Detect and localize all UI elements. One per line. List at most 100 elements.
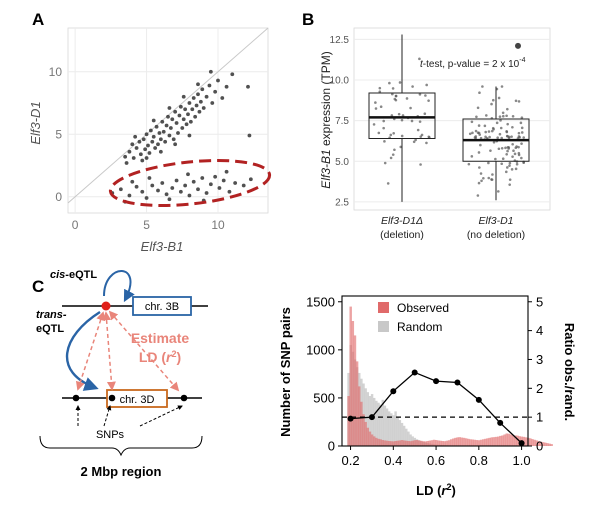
observed-bar xyxy=(392,441,395,446)
boxplot-y-tick-labels: 12.5 10.0 7.5 5.0 2.5 xyxy=(330,35,350,209)
histogram-frame xyxy=(341,295,529,447)
scatter-point xyxy=(193,114,198,119)
scatter-point xyxy=(134,146,139,150)
scatter-point xyxy=(186,112,190,117)
boxplot-jitter-point xyxy=(496,190,500,193)
boxplot-jitter-point xyxy=(517,135,521,138)
boxplot-jitter-point xyxy=(467,162,471,166)
boxplot-jitter-point xyxy=(505,166,509,169)
boxplot-jitter-point xyxy=(487,176,491,180)
scatter-point xyxy=(183,183,188,188)
observed-bar xyxy=(488,437,491,446)
scatter-point xyxy=(178,189,183,194)
scatter-point xyxy=(187,133,192,138)
observed-bar xyxy=(460,437,464,446)
boxplot-jitter-point xyxy=(510,168,514,171)
boxplot-jitter-point xyxy=(513,152,517,156)
right-y-tick-label: 5 xyxy=(536,294,543,309)
legend-observed-swatch xyxy=(378,302,389,313)
scatter-point xyxy=(148,128,153,133)
boxplot-jitter-point xyxy=(488,135,491,139)
scatter-point xyxy=(127,193,132,198)
x-tick-label: 0.2 xyxy=(342,453,360,468)
scatter-point xyxy=(140,189,145,194)
observed-bar xyxy=(400,440,404,446)
cis-eqtl-label: cis-eQTL xyxy=(50,269,97,281)
scatter-panel-a: 0 5 10 0 5 10 Elf3-B1 Elf3-D1 xyxy=(28,27,272,254)
scatter-point xyxy=(163,139,168,144)
ratio-point xyxy=(497,419,504,426)
scatter-y-tick-label: 10 xyxy=(49,65,63,79)
boxplot-jitter-point xyxy=(477,124,481,127)
boxplot-jitter-point xyxy=(520,156,523,160)
boxplot-jitter-point xyxy=(474,129,478,133)
observed-bar xyxy=(435,440,438,446)
boxplot-jitter-point xyxy=(511,155,514,158)
observed-bar xyxy=(437,440,440,446)
scatter-point xyxy=(124,161,129,165)
random-bar xyxy=(375,400,378,446)
chr3b-label: chr. 3B xyxy=(145,301,179,313)
scatter-point xyxy=(140,158,145,163)
boxplot-jitter-point xyxy=(419,163,422,166)
random-bar xyxy=(373,397,376,446)
boxplot-jitter-point xyxy=(500,162,504,166)
panel-label-c: C xyxy=(32,277,44,296)
scatter-point xyxy=(204,191,209,195)
boxplot-jitter-point xyxy=(514,99,518,103)
right-y-tick-label: 2 xyxy=(536,381,543,396)
boxplot-panel-b: 12.5 10.0 7.5 5.0 2.5 t-test, p-value = 2 x … xyxy=(319,27,551,241)
observed-bar xyxy=(439,440,442,446)
observed-bar xyxy=(505,433,508,446)
observed-bar xyxy=(428,440,432,446)
snp-pointer-2 xyxy=(103,405,112,427)
scatter-point xyxy=(207,83,212,88)
boxplot-jitter-point xyxy=(400,134,404,138)
boxplot-jitter-point xyxy=(427,135,431,139)
observed-bar xyxy=(349,306,352,446)
boxplot-jitter-point xyxy=(409,106,412,110)
boxplot-jitter-point xyxy=(496,136,499,140)
observed-bar xyxy=(424,441,427,446)
scatter-plot-area xyxy=(67,27,269,214)
random-bar xyxy=(402,425,406,446)
boxplot-jitter-point xyxy=(418,57,421,61)
scatter-point xyxy=(170,117,175,122)
boxplot-jitter-point xyxy=(514,146,518,150)
observed-bar xyxy=(514,435,517,446)
scatter-point xyxy=(187,193,192,198)
boxplot-jitter-point xyxy=(379,105,383,109)
scatter-point xyxy=(198,99,203,104)
highlight-ellipse xyxy=(108,159,272,207)
scatter-point xyxy=(230,72,235,77)
scatter-point xyxy=(123,154,128,159)
right-y-tick-label: 0 xyxy=(536,439,543,454)
boxplot-jitter-point xyxy=(418,120,422,123)
boxplot-jitter-point xyxy=(485,114,488,117)
observed-bar xyxy=(430,440,434,446)
boxplot-jitter-point xyxy=(505,130,508,133)
boxplot-jitter-point xyxy=(425,141,428,145)
scatter-point xyxy=(208,69,213,74)
observed-bar xyxy=(482,439,485,446)
scatter-point xyxy=(167,133,172,138)
observed-bar xyxy=(373,436,376,446)
group-label-deletion: Elf3-D1Δ xyxy=(381,215,423,227)
observed-bar xyxy=(529,438,532,446)
boxplot-jitter-point xyxy=(391,153,395,156)
boxplot-jitter-point xyxy=(393,97,397,101)
ratio-point xyxy=(390,388,397,395)
observed-bar xyxy=(353,335,357,446)
scatter-point xyxy=(176,131,180,135)
boxplot-jitter-point xyxy=(393,148,396,152)
boxplot-jitter-point xyxy=(388,81,391,85)
scatter-point xyxy=(213,89,218,94)
x-tick-label: 0.6 xyxy=(427,453,445,468)
observed-bar xyxy=(358,386,361,446)
scatter-point xyxy=(196,82,200,87)
boxplot-y-tick-label: 7.5 xyxy=(335,116,349,127)
observed-bar xyxy=(507,433,511,446)
observed-bar xyxy=(387,441,391,446)
boxplot-jitter-point xyxy=(499,119,502,122)
boxplot-jitter-point xyxy=(470,120,474,124)
